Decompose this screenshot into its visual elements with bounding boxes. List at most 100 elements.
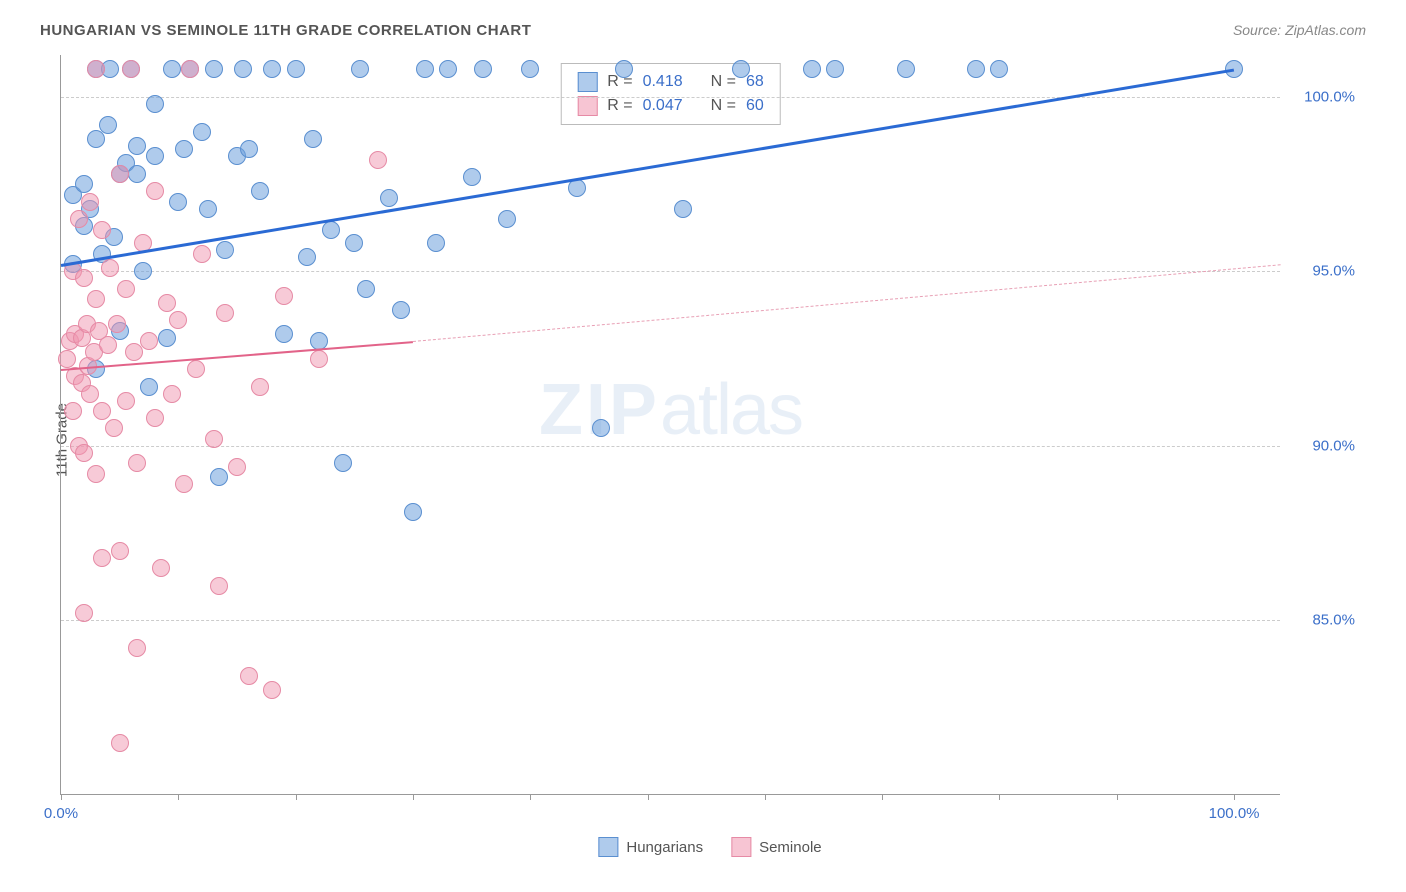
plot-area: ZIPatlas R =0.418N =68R =0.047N =60 85.0…	[60, 55, 1280, 795]
stat-n-label: N =	[711, 73, 736, 91]
scatter-point	[111, 165, 129, 183]
scatter-point	[298, 248, 316, 266]
scatter-point	[146, 409, 164, 427]
scatter-point	[345, 234, 363, 252]
scatter-point	[99, 336, 117, 354]
scatter-point	[803, 60, 821, 78]
scatter-point	[99, 116, 117, 134]
scatter-point	[240, 140, 258, 158]
scatter-point	[521, 60, 539, 78]
scatter-point	[146, 182, 164, 200]
scatter-point	[87, 60, 105, 78]
scatter-point	[111, 542, 129, 560]
scatter-point	[187, 360, 205, 378]
scatter-point	[990, 60, 1008, 78]
scatter-point	[210, 468, 228, 486]
scatter-point	[64, 402, 82, 420]
scatter-point	[592, 419, 610, 437]
x-tick	[1234, 794, 1235, 800]
scatter-point	[163, 385, 181, 403]
scatter-point	[380, 189, 398, 207]
scatter-point	[108, 315, 126, 333]
scatter-point	[105, 419, 123, 437]
scatter-point	[216, 241, 234, 259]
scatter-point	[287, 60, 305, 78]
scatter-point	[240, 667, 258, 685]
stat-n-label: N =	[711, 97, 736, 115]
y-tick-label: 95.0%	[1312, 263, 1355, 280]
legend-label: Hungarians	[626, 839, 703, 856]
scatter-point	[275, 287, 293, 305]
scatter-point	[117, 280, 135, 298]
scatter-point	[199, 200, 217, 218]
scatter-point	[134, 262, 152, 280]
y-tick-label: 100.0%	[1304, 88, 1355, 105]
scatter-point	[732, 60, 750, 78]
scatter-point	[101, 259, 119, 277]
scatter-point	[615, 60, 633, 78]
scatter-point	[93, 402, 111, 420]
scatter-point	[81, 385, 99, 403]
x-tick	[999, 794, 1000, 800]
scatter-point	[439, 60, 457, 78]
trendline	[413, 264, 1281, 342]
scatter-point	[897, 60, 915, 78]
scatter-point	[122, 60, 140, 78]
scatter-point	[87, 465, 105, 483]
scatter-point	[128, 165, 146, 183]
scatter-point	[334, 454, 352, 472]
scatter-point	[251, 378, 269, 396]
scatter-point	[128, 137, 146, 155]
chart-container: 11th Grade ZIPatlas R =0.418N =68R =0.04…	[60, 55, 1360, 825]
x-tick	[413, 794, 414, 800]
scatter-point	[81, 193, 99, 211]
gridline-h	[61, 620, 1280, 621]
chart-title: HUNGARIAN VS SEMINOLE 11TH GRADE CORRELA…	[40, 22, 531, 39]
x-tick-label: 0.0%	[44, 805, 78, 822]
scatter-point	[111, 734, 129, 752]
watermark: ZIPatlas	[539, 369, 802, 451]
scatter-point	[75, 604, 93, 622]
legend-swatch	[731, 837, 751, 857]
scatter-point	[193, 245, 211, 263]
scatter-point	[205, 60, 223, 78]
scatter-point	[58, 350, 76, 368]
scatter-point	[234, 60, 252, 78]
x-tick	[61, 794, 62, 800]
scatter-point	[146, 147, 164, 165]
x-tick-label: 100.0%	[1209, 805, 1260, 822]
legend-item: Seminole	[731, 837, 822, 857]
y-tick-label: 85.0%	[1312, 612, 1355, 629]
scatter-point	[967, 60, 985, 78]
scatter-point	[310, 350, 328, 368]
stat-n-value: 60	[746, 97, 764, 115]
gridline-h	[61, 97, 1280, 98]
gridline-h	[61, 271, 1280, 272]
stat-r-value: 0.047	[643, 97, 683, 115]
stat-r-value: 0.418	[643, 73, 683, 91]
legend-swatch	[598, 837, 618, 857]
scatter-point	[87, 290, 105, 308]
scatter-point	[263, 681, 281, 699]
scatter-point	[140, 378, 158, 396]
watermark-light: atlas	[660, 370, 802, 450]
scatter-point	[275, 325, 293, 343]
scatter-point	[75, 444, 93, 462]
scatter-point	[75, 175, 93, 193]
bottom-legend: Hungarians Seminole	[598, 837, 821, 857]
scatter-point	[93, 549, 111, 567]
scatter-point	[175, 140, 193, 158]
scatter-point	[152, 559, 170, 577]
source-label: Source: ZipAtlas.com	[1233, 22, 1366, 38]
legend-swatch	[577, 72, 597, 92]
scatter-point	[826, 60, 844, 78]
scatter-point	[216, 304, 234, 322]
scatter-point	[674, 200, 692, 218]
scatter-point	[251, 182, 269, 200]
legend-label: Seminole	[759, 839, 822, 856]
scatter-point	[474, 60, 492, 78]
scatter-point	[357, 280, 375, 298]
stat-r-label: R =	[607, 97, 632, 115]
x-tick	[648, 794, 649, 800]
scatter-point	[392, 301, 410, 319]
